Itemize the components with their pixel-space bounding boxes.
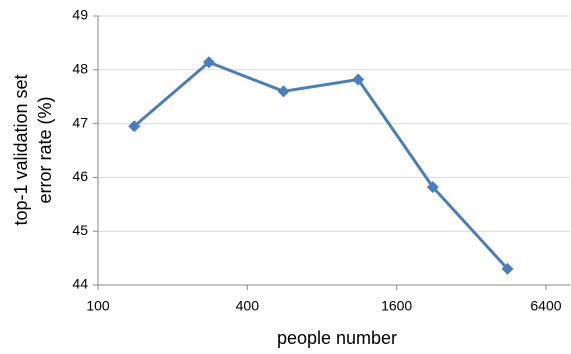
data-point [426,181,439,194]
y-axis-label: error rate (%) [35,96,55,203]
y-tick-label: 45 [72,222,88,238]
x-tick-label: 400 [236,298,260,314]
y-axis-label: top-1 validation set [11,74,31,225]
x-tick-label: 6400 [530,298,561,314]
x-axis-label: people number [277,328,397,348]
data-point [128,120,141,133]
data-point [501,262,514,275]
data-line [133,60,509,270]
data-point [202,56,215,69]
data-point [277,85,290,98]
data-point [352,73,365,86]
y-tick-label: 49 [72,7,88,23]
y-tick-label: 48 [72,61,88,77]
y-tick-label: 46 [72,168,88,184]
x-tick-label: 1600 [381,298,412,314]
y-tick-label: 44 [72,276,88,292]
x-tick-label: 100 [86,298,110,314]
y-tick-label: 47 [72,114,88,130]
